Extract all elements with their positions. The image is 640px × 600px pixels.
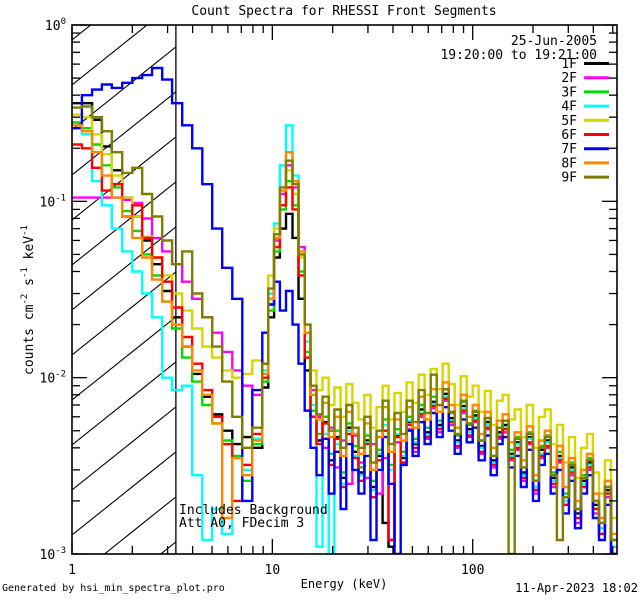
hatch-line xyxy=(103,496,176,554)
axes-ticks xyxy=(71,24,617,555)
legend-entry-1f: 1F xyxy=(561,57,609,72)
x-tick-label: 100 xyxy=(461,563,484,578)
legend-label: 9F xyxy=(561,171,577,186)
hatch-line xyxy=(72,91,176,176)
x-tick-label: 1 xyxy=(68,563,76,578)
attenuator-hatch-region xyxy=(72,25,176,554)
hatch-line xyxy=(72,25,92,41)
annotation-includes-background: Includes Background xyxy=(179,503,328,518)
y-axis-title: counts cm-2 s-1 keV-1 xyxy=(20,225,37,375)
hatch-line xyxy=(72,25,148,86)
legend-label: 6F xyxy=(561,128,577,143)
hatch-line xyxy=(72,181,176,266)
hatch-line xyxy=(72,451,176,536)
series-7f xyxy=(72,66,617,554)
axis-tick-labels: 1 10 100 100 10-1 10-2 10-3 xyxy=(40,17,485,578)
hatch-line xyxy=(72,136,176,221)
legend-entry-3f: 3F xyxy=(561,85,609,100)
legend-label: 7F xyxy=(561,142,577,157)
legend-label: 3F xyxy=(561,85,577,100)
hatch-line xyxy=(72,316,176,401)
hatch-line xyxy=(72,226,176,311)
chart-title: Count Spectra for RHESSI Front Segments xyxy=(191,4,496,19)
x-axis-title: Energy (keV) xyxy=(301,577,388,591)
footer-generated-by: Generated by hsi_min_spectra_plot.pro xyxy=(2,583,225,594)
x-tick-label: 10 xyxy=(265,563,281,578)
legend-label: 4F xyxy=(561,100,577,115)
legend-entry-9f: 9F xyxy=(561,171,609,186)
legend-label: 1F xyxy=(561,57,577,72)
generated-label: 10-2 xyxy=(40,370,67,387)
legend-label: 8F xyxy=(561,156,577,171)
generated-label: counts cm-2 s-1 keV-1 xyxy=(20,225,37,375)
legend-entry-8f: 8F xyxy=(561,156,609,171)
hatch-line xyxy=(72,361,176,446)
legend-entry-6f: 6F xyxy=(561,128,609,143)
legend-entry-5f: 5F xyxy=(561,114,609,129)
generated-label: 10-1 xyxy=(40,193,67,210)
generated-label: 100 xyxy=(45,17,66,34)
legend-label: 5F xyxy=(561,114,577,129)
hatch-line xyxy=(72,406,176,491)
legend-entry-2f: 2F xyxy=(561,71,609,86)
generated-label: 10-3 xyxy=(40,546,67,563)
legend-entry-4f: 4F xyxy=(561,100,609,115)
series-9f xyxy=(72,105,617,554)
annotation-attenuator-state: Att A0, FDecim 3 xyxy=(179,516,304,531)
legend-entry-7f: 7F xyxy=(561,142,609,157)
legend-date: 25-Jun-2005 xyxy=(511,34,597,49)
legend-time-range: 19:20:00 to 19:21:00 xyxy=(440,48,597,63)
hatch-line xyxy=(72,271,176,356)
footer-timestamp: 11-Apr-2023 18:02 xyxy=(515,581,638,595)
legend-label: 2F xyxy=(561,71,577,86)
plot-frame xyxy=(71,24,618,555)
spectra-series-lines xyxy=(72,66,617,554)
